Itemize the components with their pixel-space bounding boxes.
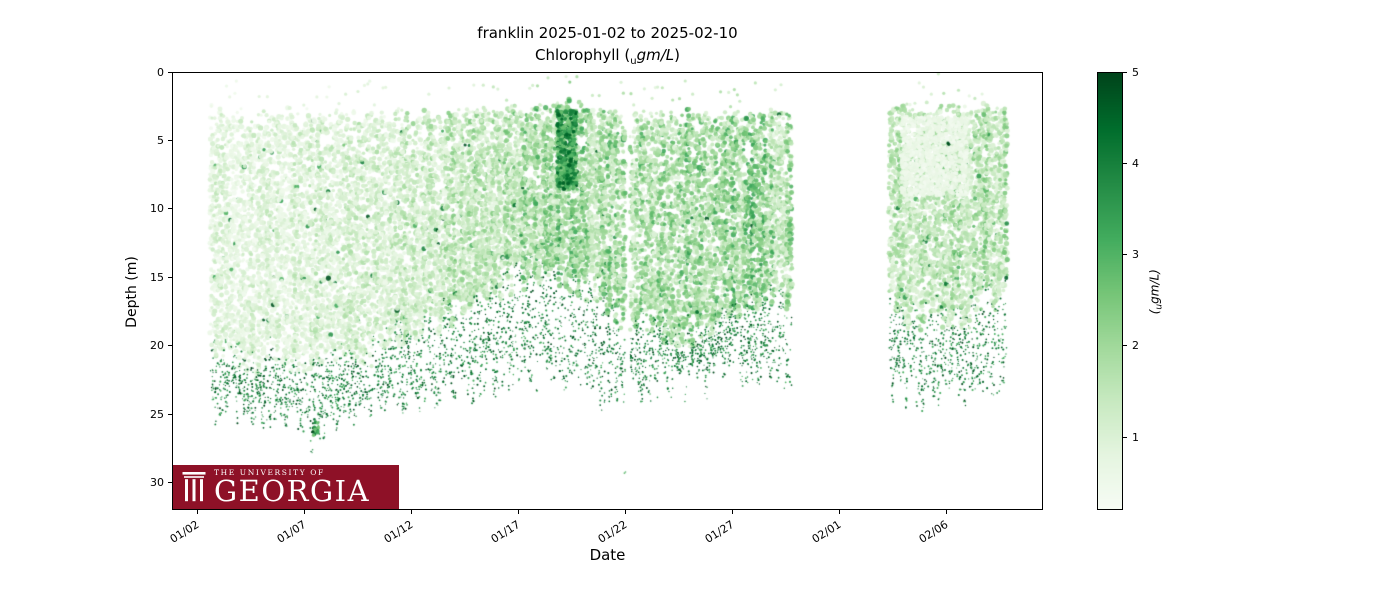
uga-logo-university-of: THE UNIVERSITY OF — [214, 468, 325, 477]
y-tick-mark — [168, 482, 172, 484]
colorbar-gradient — [1098, 73, 1122, 509]
y-tick-mark — [168, 139, 172, 141]
y-axis-label: Depth (m) — [124, 256, 140, 328]
chart-title: franklin 2025-01-02 to 2025-02-10 — [477, 24, 738, 42]
y-tick-label: 10 — [150, 202, 164, 216]
subtitle-subscript: u — [630, 56, 637, 67]
x-tick-mark — [518, 510, 520, 514]
colorbar-tick-mark — [1123, 162, 1127, 164]
uga-logo-georgia: GEORGIA — [214, 474, 371, 508]
colorbar-tick-mark — [1123, 71, 1127, 73]
x-tick-mark — [946, 510, 948, 514]
y-tick-label: 15 — [150, 270, 164, 284]
colorbar-tick-label: 5 — [1132, 65, 1139, 79]
x-tick-mark — [625, 510, 627, 514]
colorbar-tick-mark — [1123, 436, 1127, 438]
y-tick-mark — [168, 413, 172, 415]
y-tick-label: 0 — [157, 65, 164, 79]
colorbar-tick-mark — [1123, 254, 1127, 255]
y-tick-mark — [168, 276, 172, 278]
colorbar-tick-label: 1 — [1132, 430, 1139, 444]
x-tick-mark — [304, 510, 306, 514]
x-tick-mark — [411, 510, 413, 514]
colorbar — [1097, 72, 1123, 510]
y-tick-label: 20 — [150, 339, 164, 353]
colorbar-tick-label: 3 — [1132, 248, 1139, 261]
uga-logo: THE UNIVERSITY OF GEORGIA — [173, 465, 399, 509]
y-tick-label: 30 — [150, 476, 164, 490]
x-tick-mark — [839, 510, 841, 514]
colorbar-label-units: gm/L — [1147, 273, 1162, 304]
uga-logo-text: THE UNIVERSITY OF GEORGIA — [214, 468, 370, 506]
subtitle-units: gm/L — [636, 46, 675, 64]
colorbar-tick-mark — [1123, 345, 1127, 347]
colorbar-tick-label: 4 — [1132, 156, 1139, 170]
y-tick-mark — [168, 345, 172, 347]
x-tick-mark — [197, 510, 199, 514]
chart-subtitle: Chlorophyll (ugm/L) — [172, 46, 1043, 67]
subtitle-prefix: Chlorophyll ( — [535, 46, 631, 64]
uga-arch-icon — [182, 472, 206, 502]
scatter-canvas — [173, 73, 1042, 509]
y-tick-mark — [168, 71, 172, 73]
colorbar-tick-label: 2 — [1132, 339, 1139, 353]
x-axis-label: Date — [589, 546, 626, 564]
y-tick-label: 5 — [157, 133, 164, 147]
colorbar-label-suffix: ) — [1147, 269, 1162, 274]
x-tick-mark — [732, 510, 734, 514]
y-tick-mark — [168, 208, 172, 210]
y-tick-label: 25 — [150, 407, 164, 421]
subtitle-suffix: ) — [674, 46, 680, 64]
colorbar-label-prefix: ( — [1147, 309, 1162, 315]
plot-area: THE UNIVERSITY OF GEORGIA — [172, 72, 1043, 510]
colorbar-label-subscript: u — [1154, 303, 1165, 310]
